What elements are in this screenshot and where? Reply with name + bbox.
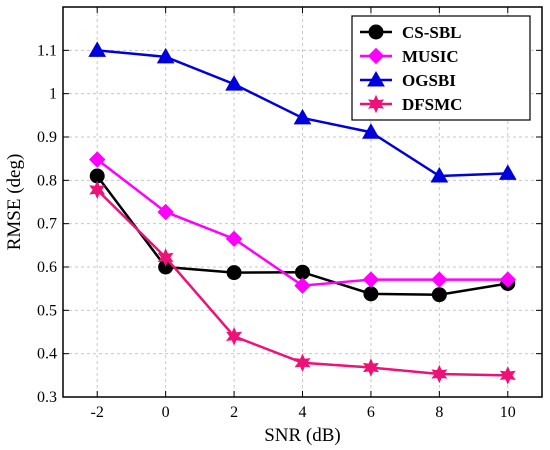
legend-entry: DFSMC [360,94,462,114]
x-tick-label: 8 [435,404,443,421]
y-tick-label: 0.6 [37,259,57,276]
data-point [294,277,311,294]
data-point [88,41,107,57]
legend-marker [367,47,385,65]
y-tick-label: 0.9 [37,129,57,146]
series-ogsbi [88,41,517,183]
data-point [431,287,447,303]
y-axis-label: RMSE (deg) [4,154,25,251]
data-point [362,358,379,377]
series-dfsmc [89,180,516,385]
axis-ticks [63,7,542,398]
data-point [156,47,175,64]
y-tick-label: 0.5 [37,302,57,319]
legend-marker [368,24,384,40]
data-point [157,203,174,221]
data-point [225,230,243,248]
grid [63,7,542,398]
y-tick-label: 0.4 [37,346,57,363]
y-tick-label: 1 [49,86,57,103]
y-tick-label: 0.7 [37,216,57,233]
legend-label: MUSIC [402,47,459,66]
data-point [363,286,379,302]
legend-label: CS-SBL [402,23,462,42]
x-tick-label: 4 [299,404,307,421]
x-tick-label: 2 [230,404,238,421]
data-point [157,248,174,267]
y-tick-label: 0.8 [37,172,57,189]
x-tick-label: 10 [500,404,516,421]
y-tick-label: 0.3 [37,389,57,406]
data-point [293,108,312,125]
y-tick-label: 1.1 [37,42,57,59]
data-point [430,166,449,183]
data-point [499,366,516,385]
x-axis-label: SNR (dB) [264,425,341,446]
legend-entry: OGSBI [360,70,456,90]
legend-marker [367,94,385,114]
legend-label: DFSMC [402,95,462,114]
data-point [362,271,380,288]
x-tick-label: -2 [91,404,104,421]
legend-label: OGSBI [402,71,456,90]
data-point [226,327,243,346]
data-point [225,75,243,91]
x-tick-label: 0 [162,404,170,421]
tick-labels: -2 0 2 4 6 8 10 0.3 0.4 0.5 0.6 0.7 0.8 0.9 1 1.1 [37,42,516,421]
data-point [226,265,242,281]
series-music [89,151,516,294]
data-point [89,151,106,168]
series-layer [88,41,517,385]
x-tick-label: 6 [367,404,375,421]
data-point [431,364,448,384]
legend-entry: CS-SBL [360,23,462,42]
data-point [431,271,448,288]
data-point [295,264,310,280]
data-point [294,353,311,373]
data-point [499,271,516,288]
data-point [498,164,517,180]
legend-entry: MUSIC [360,47,459,66]
legend: CS-SBL MUSIC OGSBI DFSMC [351,15,531,121]
data-point [362,123,380,139]
data-point [89,180,106,200]
legend-marker [367,70,385,87]
